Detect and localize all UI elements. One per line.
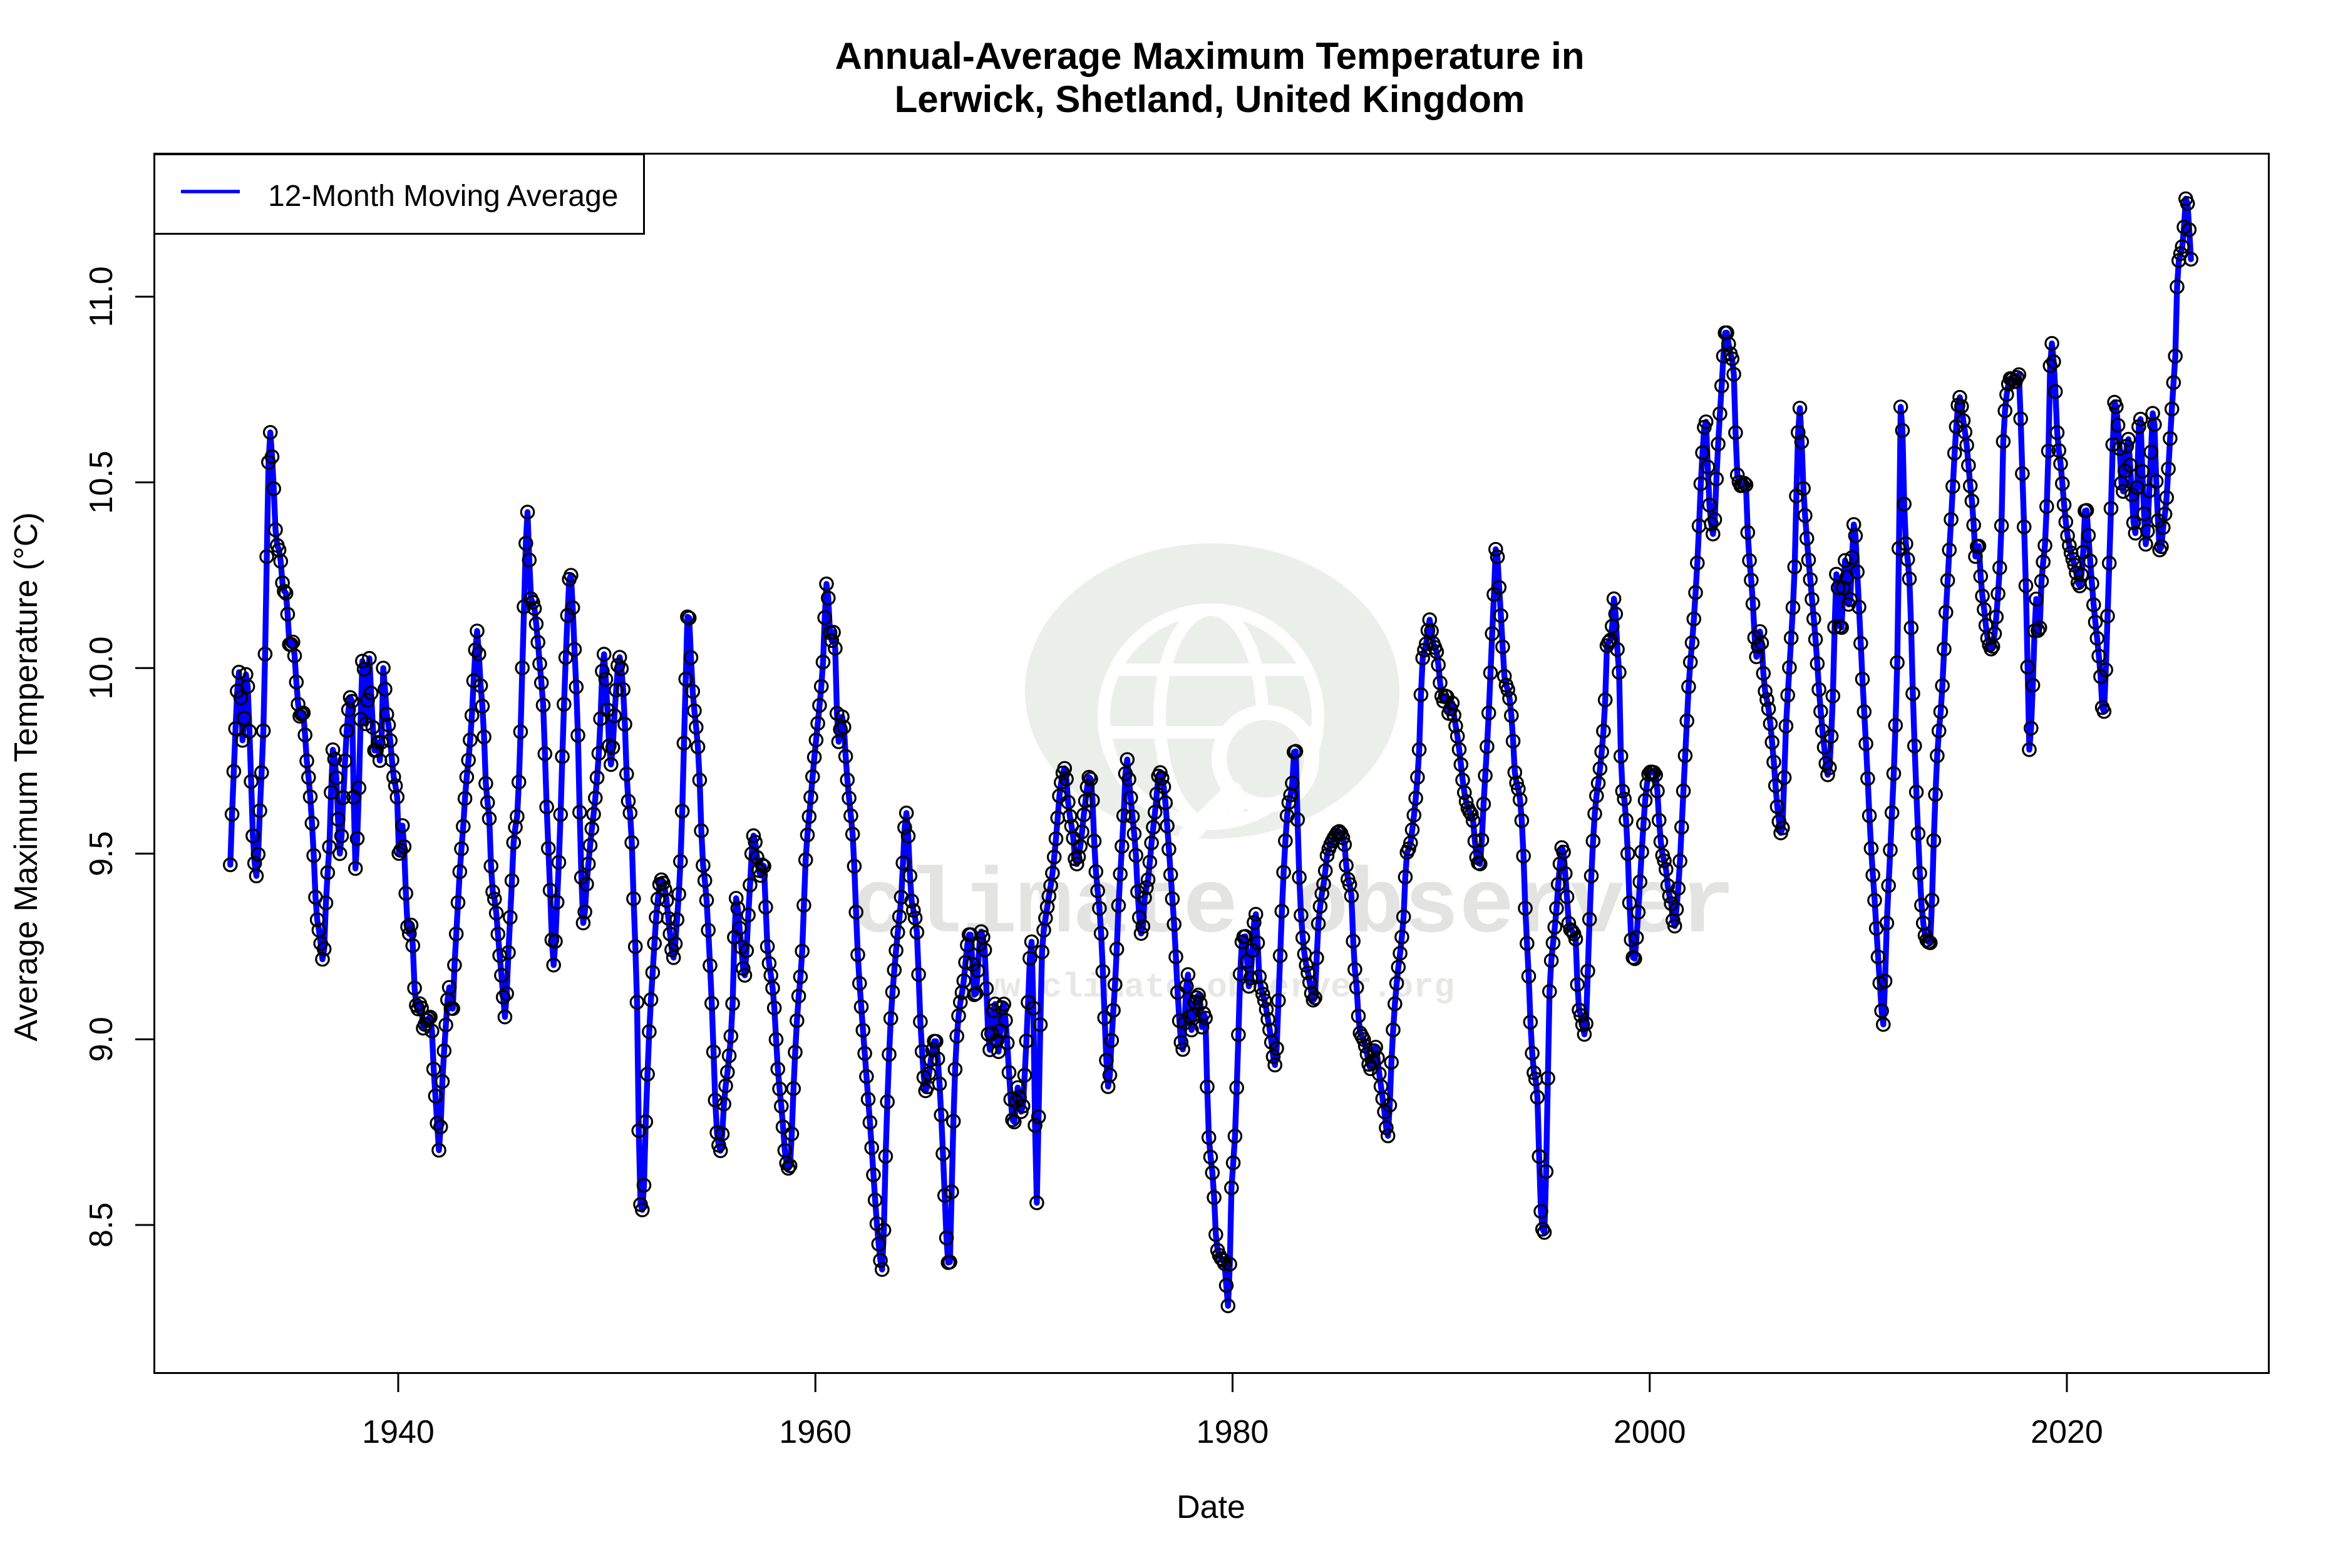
svg-text:1940: 1940 xyxy=(362,1414,435,1450)
svg-text:Annual-Average Maximum Tempera: Annual-Average Maximum Temperature in xyxy=(835,35,1585,77)
svg-text:9.5: 9.5 xyxy=(83,831,120,876)
svg-text:12-Month Moving Average: 12-Month Moving Average xyxy=(268,180,618,213)
svg-text:9.0: 9.0 xyxy=(83,1017,120,1062)
svg-text:2000: 2000 xyxy=(1614,1414,1686,1450)
svg-text:8.5: 8.5 xyxy=(83,1202,120,1248)
svg-text:Lerwick, Shetland, United King: Lerwick, Shetland, United Kingdom xyxy=(895,78,1525,120)
svg-text:1960: 1960 xyxy=(779,1414,852,1450)
svg-text:10.0: 10.0 xyxy=(83,637,120,700)
svg-text:Date: Date xyxy=(1177,1489,1245,1525)
svg-text:11.0: 11.0 xyxy=(83,266,120,327)
svg-text:1980: 1980 xyxy=(1197,1414,1269,1450)
svg-text:Average Maximum Temperature (°: Average Maximum Temperature (°C) xyxy=(8,512,44,1041)
svg-text:2020: 2020 xyxy=(2031,1414,2103,1450)
svg-text:10.5: 10.5 xyxy=(83,451,120,514)
